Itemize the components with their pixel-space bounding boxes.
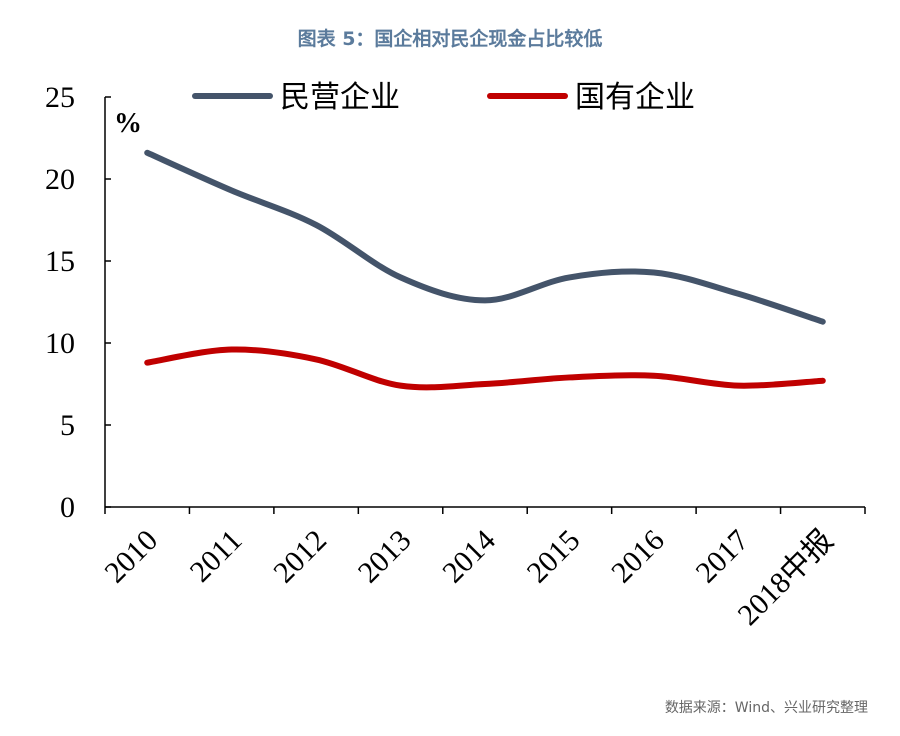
y-tick-label: 0 [60,491,75,524]
series-line [144,149,826,325]
x-tick-label: 2011 [184,524,249,589]
y-tick-label: 15 [45,245,75,278]
y-tick-label: 20 [45,163,75,196]
y-tick-label: 10 [45,327,75,360]
y-tick-label: 25 [45,81,75,114]
x-tick-label: 2014 [436,524,502,590]
y-unit: % [114,108,142,139]
legend-label: 民营企业 [280,80,400,115]
x-tick-label: 2010 [98,524,164,590]
series-line [144,346,826,391]
x-tick-label: 2015 [521,524,587,590]
legend-label: 国有企业 [575,80,695,115]
y-tick-label: 5 [60,409,75,442]
x-tick-label: 2017 [690,524,756,590]
x-tick-label: 2012 [267,524,333,590]
x-tick-label: 2016 [605,524,671,590]
chart-title: 图表 5：国企相对民企现金占比较低 [298,27,603,50]
x-tick-label: 2013 [352,524,418,590]
source-note: 数据来源：Wind、兴业研究整理 [665,700,868,716]
